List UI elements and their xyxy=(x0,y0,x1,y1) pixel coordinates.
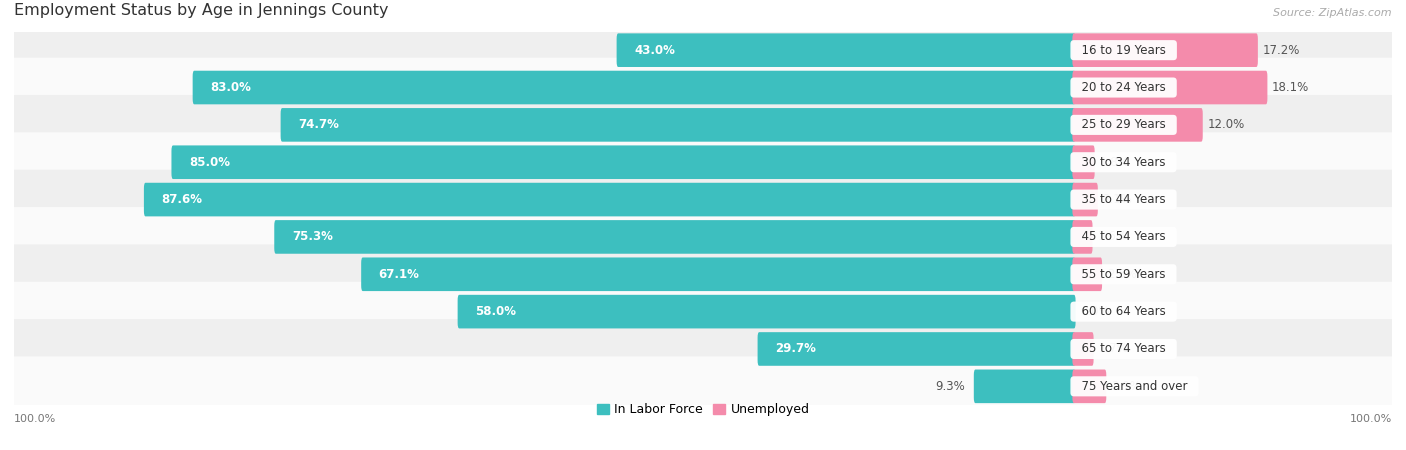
Text: 60 to 64 Years: 60 to 64 Years xyxy=(1074,305,1173,318)
Text: 55 to 59 Years: 55 to 59 Years xyxy=(1074,268,1173,281)
FancyBboxPatch shape xyxy=(1073,369,1107,403)
Legend: In Labor Force, Unemployed: In Labor Force, Unemployed xyxy=(592,398,814,421)
FancyBboxPatch shape xyxy=(1073,220,1092,254)
FancyBboxPatch shape xyxy=(193,71,1076,104)
Text: 87.6%: 87.6% xyxy=(162,193,202,206)
FancyBboxPatch shape xyxy=(172,145,1076,179)
FancyBboxPatch shape xyxy=(11,58,1395,117)
FancyBboxPatch shape xyxy=(281,108,1076,142)
Text: 9.3%: 9.3% xyxy=(935,380,965,393)
FancyBboxPatch shape xyxy=(1073,257,1102,291)
FancyBboxPatch shape xyxy=(11,282,1395,342)
Text: 85.0%: 85.0% xyxy=(188,156,231,169)
Text: 43.0%: 43.0% xyxy=(634,44,675,57)
FancyBboxPatch shape xyxy=(11,207,1395,267)
FancyBboxPatch shape xyxy=(11,20,1395,80)
Text: 83.0%: 83.0% xyxy=(209,81,252,94)
Text: 67.1%: 67.1% xyxy=(378,268,419,281)
Text: 58.0%: 58.0% xyxy=(475,305,516,318)
Text: 16 to 19 Years: 16 to 19 Years xyxy=(1074,44,1174,57)
FancyBboxPatch shape xyxy=(11,170,1395,230)
FancyBboxPatch shape xyxy=(1073,71,1267,104)
FancyBboxPatch shape xyxy=(11,356,1395,416)
FancyBboxPatch shape xyxy=(11,319,1395,379)
Text: 1.8%: 1.8% xyxy=(1099,156,1129,169)
Text: Source: ZipAtlas.com: Source: ZipAtlas.com xyxy=(1274,9,1392,18)
Text: 2.5%: 2.5% xyxy=(1107,268,1136,281)
FancyBboxPatch shape xyxy=(457,295,1076,328)
FancyBboxPatch shape xyxy=(1073,108,1202,142)
FancyBboxPatch shape xyxy=(361,257,1076,291)
Text: 74.7%: 74.7% xyxy=(298,118,339,131)
Text: 20 to 24 Years: 20 to 24 Years xyxy=(1074,81,1173,94)
Text: Employment Status by Age in Jennings County: Employment Status by Age in Jennings Cou… xyxy=(14,4,388,18)
Text: 75 Years and over: 75 Years and over xyxy=(1074,380,1195,393)
Text: 100.0%: 100.0% xyxy=(14,414,56,424)
Text: 100.0%: 100.0% xyxy=(1350,414,1392,424)
FancyBboxPatch shape xyxy=(1073,33,1258,67)
FancyBboxPatch shape xyxy=(274,220,1076,254)
Text: 18.1%: 18.1% xyxy=(1272,81,1309,94)
Text: 12.0%: 12.0% xyxy=(1208,118,1244,131)
FancyBboxPatch shape xyxy=(758,332,1076,366)
Text: 2.9%: 2.9% xyxy=(1111,380,1140,393)
FancyBboxPatch shape xyxy=(1073,145,1095,179)
Text: 75.3%: 75.3% xyxy=(292,230,333,243)
Text: 17.2%: 17.2% xyxy=(1263,44,1301,57)
Text: 0.0%: 0.0% xyxy=(1080,305,1109,318)
Text: 29.7%: 29.7% xyxy=(775,342,815,356)
FancyBboxPatch shape xyxy=(974,369,1076,403)
Text: 1.7%: 1.7% xyxy=(1098,342,1128,356)
FancyBboxPatch shape xyxy=(617,33,1076,67)
Text: 2.1%: 2.1% xyxy=(1102,193,1132,206)
Text: 35 to 44 Years: 35 to 44 Years xyxy=(1074,193,1173,206)
Text: 65 to 74 Years: 65 to 74 Years xyxy=(1074,342,1173,356)
FancyBboxPatch shape xyxy=(1073,183,1098,216)
FancyBboxPatch shape xyxy=(11,132,1395,192)
Text: 45 to 54 Years: 45 to 54 Years xyxy=(1074,230,1173,243)
FancyBboxPatch shape xyxy=(11,95,1395,155)
Text: 1.6%: 1.6% xyxy=(1097,230,1128,243)
FancyBboxPatch shape xyxy=(143,183,1076,216)
Text: 25 to 29 Years: 25 to 29 Years xyxy=(1074,118,1173,131)
FancyBboxPatch shape xyxy=(11,244,1395,304)
FancyBboxPatch shape xyxy=(1073,332,1094,366)
Text: 30 to 34 Years: 30 to 34 Years xyxy=(1074,156,1173,169)
